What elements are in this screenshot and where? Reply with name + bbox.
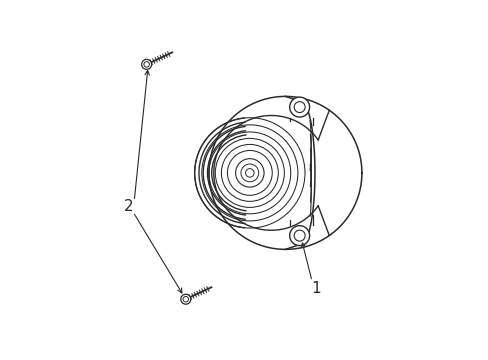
Circle shape [289,226,309,246]
Text: 1: 1 [310,281,320,296]
Circle shape [142,59,151,69]
Circle shape [181,294,190,304]
Text: 2: 2 [124,199,133,214]
Circle shape [289,97,309,117]
